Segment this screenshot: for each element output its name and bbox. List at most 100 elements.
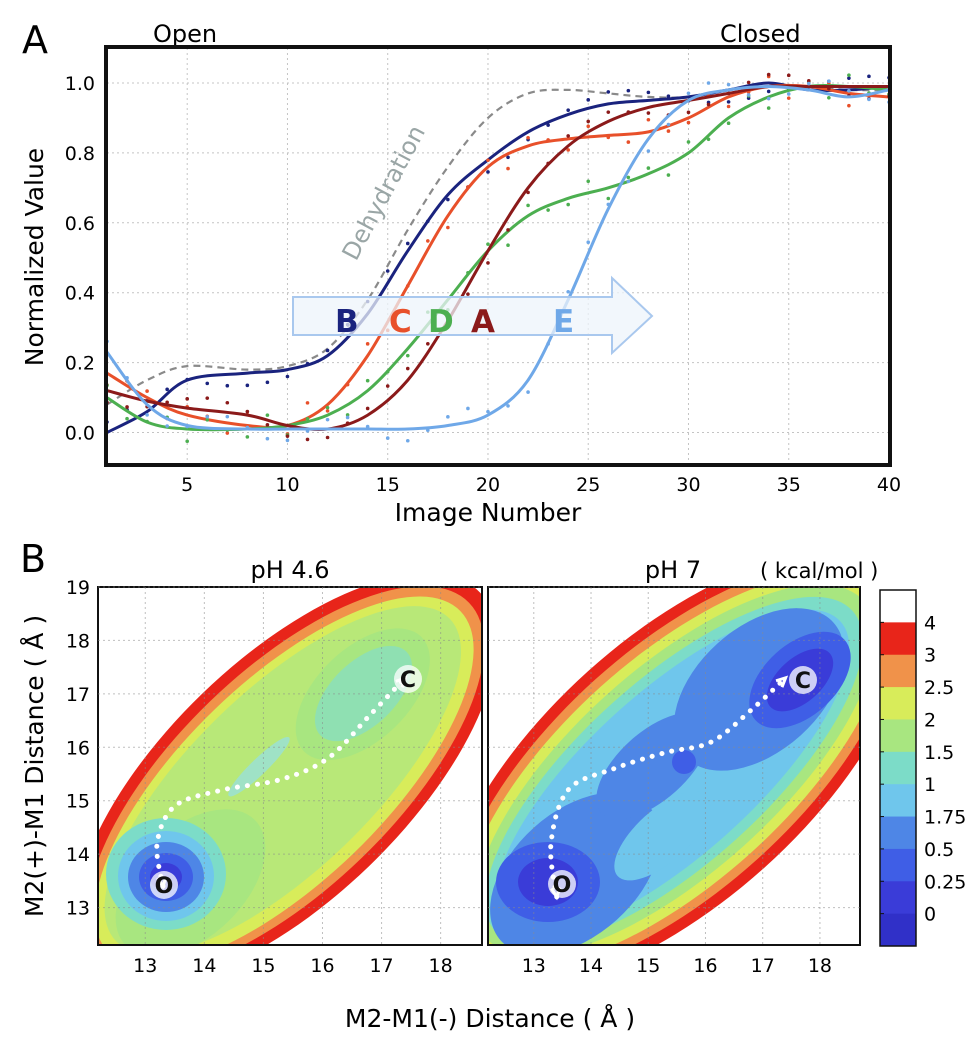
a-point-a: [405, 366, 410, 371]
a-xtick-label: 5: [181, 474, 193, 496]
colorbar-tick-label: 0.5: [924, 839, 954, 861]
a-point-a: [245, 409, 250, 414]
a-point-a: [766, 72, 771, 77]
b-xtick-label: 17: [369, 955, 393, 977]
a-point-d: [325, 405, 330, 410]
a-point-e: [325, 417, 330, 422]
a-point-a: [486, 261, 490, 265]
b-xtick-label: 14: [579, 955, 603, 977]
colorbar-tick-label: 1.5: [924, 742, 954, 764]
arrow-letters: B C D A E: [335, 304, 574, 340]
a-xtick-label: 20: [476, 474, 500, 496]
a-point-a: [426, 341, 430, 346]
panel-a-ylabel: Normalized Value: [20, 148, 49, 366]
a-point-b: [606, 90, 611, 94]
a-point-e: [646, 149, 651, 153]
panel-a-label: A: [22, 18, 48, 62]
a-point-c: [847, 103, 851, 108]
a-point-b: [446, 197, 450, 202]
colorbar-tick-label: 1.75: [924, 807, 966, 829]
a-point-c: [365, 342, 370, 346]
a-point-c: [666, 129, 671, 133]
a-point-e: [827, 79, 831, 84]
a-point-a: [686, 110, 691, 115]
a-point-d: [566, 202, 570, 207]
a-point-a: [786, 73, 791, 78]
a-point-d: [666, 173, 671, 177]
a-point-e: [165, 424, 169, 428]
a-point-d: [365, 378, 370, 383]
a-point-b: [586, 98, 591, 102]
a-xtick-label: 30: [676, 474, 700, 496]
arrow-letter-b: B: [335, 304, 359, 340]
colorbar-segment: [880, 622, 916, 656]
ph7-open-marker: O: [553, 873, 572, 898]
a-point-d: [847, 73, 851, 77]
panel-a-xlabel: Image Number: [395, 498, 582, 527]
dehydration-label: Dehydration: [337, 121, 431, 265]
a-ytick-label: 0.0: [65, 423, 95, 445]
b-xtick-label: 16: [693, 955, 717, 977]
a-point-c: [626, 140, 631, 144]
transition-arrowhead: [775, 675, 789, 688]
closed-label: Closed: [720, 20, 801, 48]
colorbar-segment: [880, 687, 916, 720]
b-xtick-label: 14: [192, 955, 216, 977]
a-point-c: [506, 166, 510, 171]
a-point-d: [345, 413, 350, 417]
arrow-letter-d: D: [428, 304, 454, 340]
colorbar-segment: [880, 751, 916, 785]
ph7-title: pH 7: [645, 556, 701, 584]
colorbar-tick-label: 0.25: [924, 871, 966, 893]
colorbar-segment: [880, 654, 916, 688]
a-point-c: [225, 431, 230, 435]
ph46-energy-map: [98, 587, 482, 945]
colorbar-frame: [879, 589, 917, 947]
panel-b-label: B: [20, 537, 46, 581]
a-point-d: [265, 413, 270, 417]
a-point-e: [806, 81, 811, 86]
colorbar-segment: [880, 590, 916, 623]
a-point-c: [646, 117, 651, 122]
colorbar-tick-label: 1: [924, 774, 936, 796]
a-point-e: [365, 424, 370, 429]
a-point-c: [446, 225, 450, 230]
colorbar-tick-label: 4: [924, 612, 936, 634]
open-label: Open: [153, 20, 217, 48]
b-ytick-label: 15: [66, 791, 90, 813]
a-point-e: [405, 438, 410, 443]
a-xtick-label: 40: [877, 474, 901, 496]
b-xtick-label: 15: [251, 955, 275, 977]
progress-arrow: [292, 275, 654, 356]
a-point-a: [265, 423, 270, 427]
a-point-d: [766, 106, 771, 110]
a-point-c: [325, 409, 330, 413]
a-point-a: [506, 228, 510, 232]
a-point-e: [786, 92, 791, 96]
a-point-b: [385, 269, 390, 273]
a-point-d: [546, 208, 550, 212]
a-point-e: [506, 404, 510, 408]
a-point-e: [746, 93, 751, 97]
a-point-c: [686, 120, 691, 125]
b-xtick-label: 18: [808, 955, 832, 977]
a-point-a: [365, 406, 370, 411]
transition-path-ph7: [548, 675, 789, 900]
a-point-d: [827, 95, 831, 100]
colorbar-tick-label: 3: [924, 645, 936, 667]
a-point-a: [165, 400, 169, 405]
a-point-e: [626, 179, 631, 184]
a-point-d: [646, 166, 651, 170]
a-point-e: [706, 81, 711, 85]
a-ytick-label: 0.6: [65, 213, 95, 235]
b-xtick-label: 16: [310, 955, 334, 977]
arrow-letter-c: C: [389, 304, 412, 340]
panel-a-ticks: 5 10 15 20 25 30 35 40 0.0 0.2 0.4 0.6 0.8 1.0: [65, 73, 901, 496]
a-point-a: [646, 111, 651, 115]
a-point-b: [265, 380, 270, 385]
a-point-d: [405, 353, 410, 358]
a-point-d: [185, 439, 190, 444]
a-point-b: [867, 74, 871, 79]
a-point-d: [586, 179, 591, 184]
